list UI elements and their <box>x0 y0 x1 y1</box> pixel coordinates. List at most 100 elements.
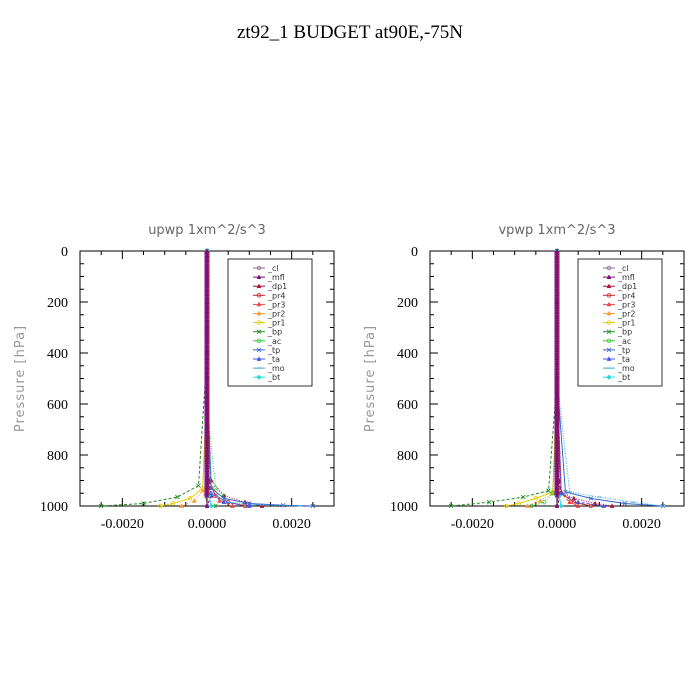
legend-item-pr1: _pr1 <box>603 319 635 328</box>
legend-marker <box>606 293 612 298</box>
legend-item-pr1: _pr1 <box>253 319 285 328</box>
data-point <box>588 503 594 509</box>
data-point <box>204 503 210 508</box>
legend-label: _ta <box>617 355 630 364</box>
legend-marker <box>256 283 262 289</box>
data-point <box>246 503 252 508</box>
chart-title: vpwp 1xm^2/s^3 <box>498 223 615 238</box>
legend: _cl_mfl_dp1_pr4_pr3_pr2_pr1_bp_ac_tp_ta_… <box>227 258 313 387</box>
data-point <box>191 498 197 503</box>
y-tick-label: 1000 <box>40 500 68 515</box>
legend-marker <box>256 293 262 298</box>
data-point <box>558 490 564 496</box>
legend-item-bp: _bp <box>253 328 282 337</box>
legend-item-ta: _ta <box>253 355 280 364</box>
data-point <box>175 494 180 500</box>
x-tick-label: -0.0020 <box>451 517 494 532</box>
series-line <box>506 251 558 507</box>
series-line <box>206 251 301 507</box>
y-tick-label: 200 <box>397 296 418 311</box>
data-point <box>310 503 316 509</box>
legend-label: _mo <box>267 364 285 373</box>
data-point <box>196 483 201 488</box>
legend-item-ac: _ac <box>253 337 281 346</box>
legend-item-cl: _cl <box>253 264 279 273</box>
data-point <box>158 503 163 509</box>
legend-marker <box>256 329 262 334</box>
legend-label: _mfl <box>617 273 635 282</box>
legend-item-bt: _bt <box>253 373 280 382</box>
data-point <box>98 503 104 509</box>
data-point <box>537 498 543 503</box>
x-tick-label: 0.0000 <box>188 517 227 532</box>
data-point <box>563 489 568 495</box>
data-point <box>200 487 206 493</box>
y-tick-label: 200 <box>47 296 68 311</box>
legend-item-bt: _bt <box>603 373 630 382</box>
legend-label: _tp <box>267 346 280 355</box>
data-point <box>229 503 235 508</box>
data-point <box>529 503 534 509</box>
x-tick-label: 0.0020 <box>272 517 311 532</box>
legend-label: _bt <box>267 373 280 382</box>
legend-label: _pr4 <box>267 291 285 300</box>
data-point <box>554 503 560 508</box>
data-point <box>524 503 530 508</box>
data-point <box>546 488 551 493</box>
data-point <box>486 499 492 505</box>
series-line <box>451 251 558 507</box>
legend-box <box>227 258 313 387</box>
data-point <box>516 501 522 506</box>
data-point <box>448 503 454 509</box>
legend-item-dp1: _dp1 <box>603 282 637 291</box>
series-ac <box>529 248 560 509</box>
page-title: zt92_1 BUDGET at90E,-75N <box>236 22 464 43</box>
legend-label: _cl <box>617 264 629 273</box>
data-point <box>567 499 573 505</box>
legend-marker <box>606 347 612 353</box>
chart-title: upwp 1xm^2/s^3 <box>148 223 266 238</box>
chart-panel-2: vpwp 1xm^2/s^3 Pressure [hPa] 0 200 400 600 80… <box>363 223 685 532</box>
legend-item-tp: _tp <box>603 346 630 355</box>
legend-item-mo: _mo <box>253 364 285 373</box>
y-axis-label: Pressure [hPa] <box>13 325 28 432</box>
legend-marker <box>256 374 262 380</box>
series-line <box>527 251 558 507</box>
data-point <box>204 493 210 498</box>
legend-marker <box>606 301 612 307</box>
legend-box <box>577 258 663 387</box>
data-point <box>221 499 227 505</box>
legend-item-pr3: _pr3 <box>253 300 285 309</box>
data-point <box>558 503 564 509</box>
legend-label: _cl <box>267 264 279 273</box>
y-tick-label: 400 <box>47 347 68 362</box>
legend-item-ta: _ta <box>603 355 630 364</box>
legend-label: _pr3 <box>617 300 635 309</box>
x-tick-label: 0.0000 <box>538 517 577 532</box>
legend-label: _pr4 <box>617 291 635 300</box>
legend-item-pr4: _pr4 <box>253 291 285 300</box>
legend-marker <box>256 347 262 353</box>
legend-marker <box>606 274 612 279</box>
y-tick-label: 1000 <box>390 500 418 515</box>
legend-item-tp: _tp <box>253 346 280 355</box>
data-point <box>588 496 594 501</box>
legend-item-ac: _ac <box>603 337 631 346</box>
series-line <box>101 251 208 507</box>
legend-marker <box>606 329 612 334</box>
data-point <box>213 493 218 498</box>
y-axis-label: Pressure [hPa] <box>363 325 378 432</box>
legend-item-mfl: _mfl <box>253 273 285 282</box>
legend-marker <box>256 265 262 271</box>
legend-marker <box>256 320 262 325</box>
y-tick-label: 600 <box>47 398 68 413</box>
legend-label: _pr1 <box>617 319 635 328</box>
legend-label: _ac <box>267 337 281 346</box>
legend-label: _pr3 <box>267 300 285 309</box>
y-tick-label: 800 <box>47 449 68 464</box>
data-point <box>601 503 606 508</box>
legend: _cl_mfl_dp1_pr4_pr3_pr2_pr1_bp_ac_tp_ta_… <box>577 258 663 387</box>
legend-marker <box>606 374 612 380</box>
legend-label: _ta <box>267 355 280 364</box>
